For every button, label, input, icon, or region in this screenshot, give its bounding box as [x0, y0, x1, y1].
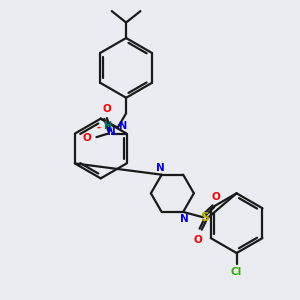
- Text: N: N: [107, 127, 116, 137]
- Text: O: O: [212, 192, 220, 203]
- Text: +: +: [116, 120, 123, 129]
- Text: Cl: Cl: [231, 267, 242, 277]
- Text: -: -: [97, 123, 101, 133]
- Text: H: H: [103, 121, 111, 131]
- Text: N: N: [118, 121, 126, 131]
- Text: S: S: [200, 211, 209, 224]
- Text: N: N: [156, 163, 164, 172]
- Text: O: O: [103, 104, 111, 115]
- Text: O: O: [83, 133, 92, 143]
- Text: O: O: [194, 235, 203, 244]
- Text: N: N: [180, 214, 189, 224]
